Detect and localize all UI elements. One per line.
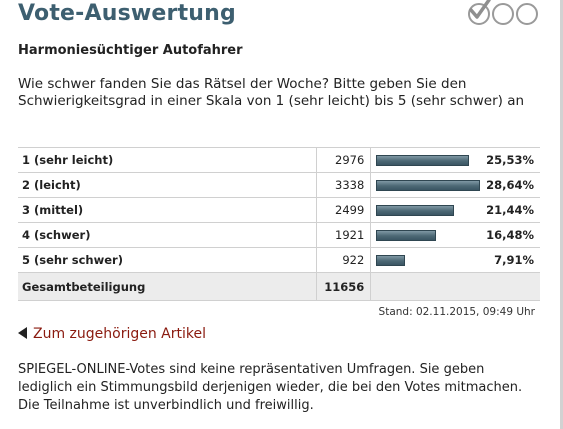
page-title: Vote-Auswertung <box>18 1 236 26</box>
total-bar-cell <box>370 272 487 301</box>
option-label: 2 (leicht) <box>18 172 317 198</box>
table-row: 5 (sehr schwer) 922 7,91% <box>18 247 540 273</box>
option-bar-cell <box>370 222 487 248</box>
table-row: 3 (mittel) 2499 21,44% <box>18 197 540 223</box>
status-indicator <box>468 0 538 25</box>
vote-question: Wie schwer fanden Sie das Rätsel der Woc… <box>18 76 525 109</box>
disclaimer: SPIEGEL-ONLINE-Votes sind keine repräsen… <box>18 362 523 413</box>
result-bar <box>376 229 437 241</box>
option-count: 3338 <box>315 172 372 198</box>
total-label: Gesamtbeteiligung <box>18 272 317 301</box>
option-percent: 28,64% <box>486 172 540 198</box>
check-icon <box>469 0 491 19</box>
option-count: 1921 <box>315 222 372 248</box>
arrow-left-icon <box>18 327 27 339</box>
table-row: 4 (schwer) 1921 16,48% <box>18 222 540 248</box>
option-label: 1 (sehr leicht) <box>18 147 317 173</box>
result-bar <box>376 154 470 166</box>
total-row: Gesamtbeteiligung 11656 <box>18 272 540 301</box>
total-count: 11656 <box>315 272 372 301</box>
page-right-border <box>560 0 563 429</box>
table-row: 1 (sehr leicht) 2976 25,53% <box>18 147 540 173</box>
option-bar-cell <box>370 197 487 223</box>
option-count: 922 <box>315 247 372 273</box>
option-bar-cell <box>370 247 487 273</box>
option-percent: 16,48% <box>486 222 540 248</box>
article-link[interactable]: Zum zugehörigen Artikel <box>18 326 206 342</box>
timestamp: Stand: 02.11.2015, 09:49 Uhr <box>378 306 535 318</box>
option-bar-cell <box>370 147 487 173</box>
vote-title: Harmoniesüchtiger Autofahrer <box>18 43 243 58</box>
option-count: 2499 <box>315 197 372 223</box>
result-bar <box>376 179 481 191</box>
option-label: 4 (schwer) <box>18 222 317 248</box>
header: Vote-Auswertung <box>18 0 540 34</box>
total-percent-cell <box>486 272 540 301</box>
article-link-label[interactable]: Zum zugehörigen Artikel <box>33 326 207 342</box>
option-percent: 7,91% <box>486 247 540 273</box>
option-bar-cell <box>370 172 487 198</box>
results-table: 1 (sehr leicht) 2976 25,53% 2 (leicht) 3338 2… <box>18 147 540 301</box>
table-row: 2 (leicht) 3338 28,64% <box>18 172 540 198</box>
option-count: 2976 <box>315 147 372 173</box>
circle-icon <box>516 3 538 25</box>
option-label: 3 (mittel) <box>18 197 317 223</box>
option-percent: 25,53% <box>486 147 540 173</box>
result-bar <box>376 204 455 216</box>
option-label: 5 (sehr schwer) <box>18 247 317 273</box>
circle-icon <box>492 3 514 25</box>
option-percent: 21,44% <box>486 197 540 223</box>
result-bar <box>376 254 406 266</box>
